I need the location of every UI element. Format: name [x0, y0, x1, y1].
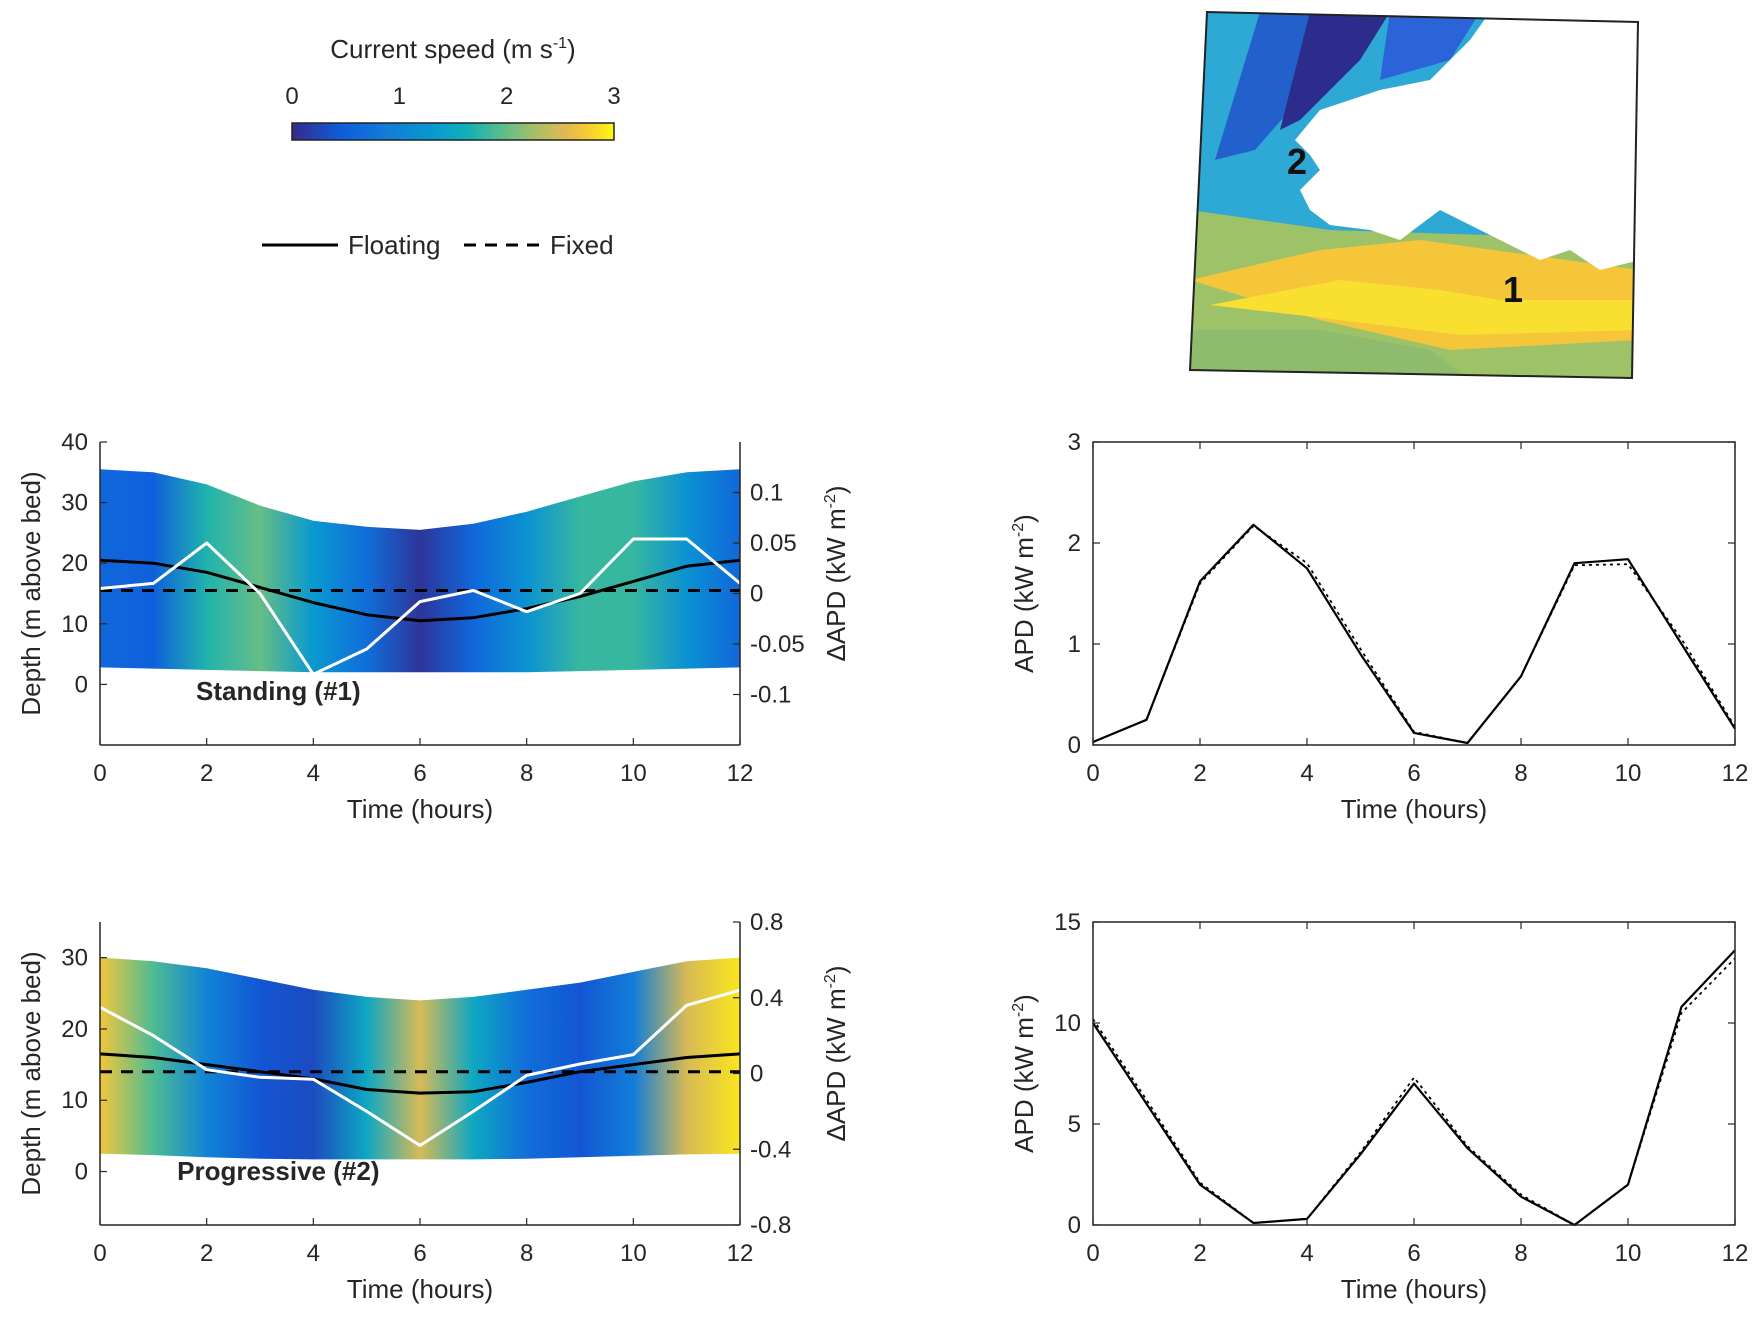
y-tick-label: 1: [1068, 631, 1081, 658]
y-tick-label: 30: [61, 490, 88, 517]
legend: Floating Fixed: [262, 230, 614, 260]
x-tick-label: 12: [1722, 760, 1749, 787]
y2-axis-label: ΔAPD (kW m-2): [821, 965, 851, 1141]
x-axis-label: Time (hours): [1341, 794, 1487, 824]
y2-tick-label: -0.1: [750, 682, 791, 709]
x-tick-label: 10: [620, 760, 647, 787]
chart-standing-depth: 0 2 4 6 8 10 12 0 10 20 30 40 -0.1 -0.05 0 0.05 0.1 Time …: [16, 429, 851, 824]
x-tick-label: 2: [200, 760, 213, 787]
y-axis-label: Depth (m above bed): [16, 471, 46, 715]
annotation-label: Standing (#1): [196, 676, 361, 706]
y2-axis-label: ΔAPD (kW m-2): [821, 485, 851, 661]
x-tick-label: 2: [1193, 1240, 1206, 1267]
x-tick-label: 8: [1514, 1240, 1527, 1267]
x-tick-label: 6: [1407, 760, 1420, 787]
y-tick-label: 40: [61, 429, 88, 456]
x-tick-label: 8: [1514, 760, 1527, 787]
legend-floating-label: Floating: [348, 230, 441, 260]
colorbar-gradient: [291, 122, 615, 141]
annotation-label: Progressive (#2): [177, 1156, 379, 1186]
y-tick-label: 10: [1054, 1010, 1081, 1037]
y-tick-label: 10: [61, 1087, 88, 1114]
chart-progressive-apd: 0 2 4 6 8 10 12 0 5 10 15 Time (hours) APD (kW m-2): [1009, 909, 1748, 1304]
x-tick-label: 12: [1722, 1240, 1749, 1267]
colorbar: Current speed (m s-1) 0 1 2 3: [285, 34, 621, 141]
y-tick-label: 0: [75, 1159, 88, 1186]
y-tick-label: 20: [61, 550, 88, 577]
y-axis-label: APD (kW m-2): [1009, 514, 1039, 673]
x-tick-label: 4: [307, 1240, 320, 1267]
y2-tick-label: 0: [750, 1061, 763, 1088]
speed-band: [100, 469, 740, 673]
y-tick-label: 2: [1068, 530, 1081, 557]
map-label-1: 1: [1503, 269, 1523, 310]
x-tick-label: 8: [520, 1240, 533, 1267]
series-fixed-line: [1092, 524, 1736, 744]
y2-tick-label: 0.05: [750, 530, 797, 557]
series-fixed-line: [1092, 957, 1736, 1226]
y-tick-label: 0: [1068, 732, 1081, 759]
series-floating-line: [99, 558, 741, 623]
x-tick-label: 0: [1086, 760, 1099, 787]
x-tick-label: 6: [413, 1240, 426, 1267]
x-tick-label: 2: [200, 1240, 213, 1267]
colorbar-title: Current speed (m s-1): [330, 34, 575, 64]
y-axis-label: Depth (m above bed): [16, 951, 46, 1195]
x-tick-label: 6: [413, 760, 426, 787]
y2-tick-label: 0: [750, 581, 763, 608]
series-delta-apd-line: [99, 537, 741, 676]
legend-fixed-label: Fixed: [550, 230, 614, 260]
series-floating-line: [99, 1052, 741, 1095]
x-tick-label: 12: [727, 1240, 754, 1267]
colorbar-tick-label: 0: [285, 83, 298, 110]
x-tick-label: 4: [307, 760, 320, 787]
x-axis-label: Time (hours): [1341, 1274, 1487, 1304]
y-tick-label: 10: [61, 611, 88, 638]
x-tick-label: 2: [1193, 760, 1206, 787]
y-tick-label: 30: [61, 945, 88, 972]
y-tick-label: 20: [61, 1016, 88, 1043]
map: 2 1: [1188, 10, 1640, 380]
x-axis-label: Time (hours): [347, 794, 493, 824]
y-tick-label: 15: [1054, 909, 1081, 936]
x-tick-label: 10: [620, 1240, 647, 1267]
speed-band: [100, 957, 740, 1160]
map-frame: [1188, 10, 1640, 380]
y2-tick-label: -0.4: [750, 1136, 791, 1163]
y2-tick-label: -0.05: [750, 631, 805, 658]
x-tick-label: 6: [1407, 1240, 1420, 1267]
plot-frame: [1092, 921, 1736, 1226]
x-tick-label: 0: [93, 760, 106, 787]
x-tick-label: 12: [727, 760, 754, 787]
series-delta-apd-line: [99, 988, 741, 1147]
chart-progressive-depth: 0 2 4 6 8 10 12 0 10 20 30 -0.8 -0.4 0 0.4 0.8 Time (hou…: [16, 909, 851, 1304]
colorbar-tick-label: 1: [393, 83, 406, 110]
colorbar-tick-label: 3: [607, 83, 620, 110]
y-tick-label: 0: [75, 671, 88, 698]
map-land: [1295, 12, 1638, 270]
series-floating-line: [1092, 949, 1736, 1227]
y-tick-label: 0: [1068, 1212, 1081, 1239]
y2-tick-label: -0.8: [750, 1212, 791, 1239]
y2-tick-label: 0.8: [750, 909, 783, 936]
x-tick-label: 0: [1086, 1240, 1099, 1267]
x-tick-label: 4: [1300, 1240, 1313, 1267]
y-tick-label: 3: [1068, 429, 1081, 456]
x-tick-label: 10: [1615, 760, 1642, 787]
x-tick-label: 4: [1300, 760, 1313, 787]
plot-frame: [1092, 441, 1736, 746]
x-tick-label: 8: [520, 760, 533, 787]
y2-tick-label: 0.1: [750, 480, 783, 507]
y2-tick-label: 0.4: [750, 985, 783, 1012]
x-axis-label: Time (hours): [347, 1274, 493, 1304]
x-tick-label: 10: [1615, 1240, 1642, 1267]
y-tick-label: 5: [1068, 1111, 1081, 1138]
series-floating-line: [1092, 523, 1736, 745]
y-axis-label: APD (kW m-2): [1009, 994, 1039, 1153]
map-label-2: 2: [1287, 141, 1307, 182]
colorbar-tick-label: 2: [500, 83, 513, 110]
x-tick-label: 0: [93, 1240, 106, 1267]
